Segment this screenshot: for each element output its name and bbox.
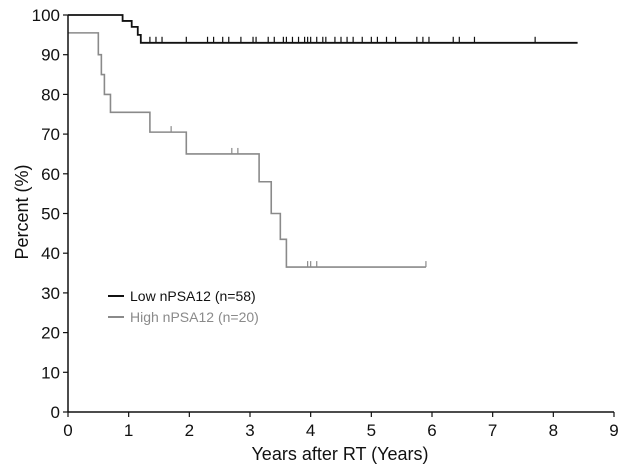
y-tick-label: 30 [41,284,60,303]
y-tick-label: 90 [41,46,60,65]
x-tick-label: 4 [306,421,315,440]
x-tick-label: 3 [245,421,254,440]
x-tick-label: 0 [63,421,72,440]
x-tick-label: 5 [367,421,376,440]
series-line [68,32,426,268]
legend-label-low: Low nPSA12 (n=58) [130,288,256,304]
y-tick-label: 0 [51,403,60,422]
x-axis-ticks: 0 1 2 3 4 5 6 7 8 9 [63,412,619,440]
y-axis-ticks: 0 10 20 30 40 50 60 70 80 90 100 [32,6,68,422]
y-tick-label: 40 [41,244,60,263]
y-tick-label: 20 [41,324,60,343]
series-layer [68,14,578,268]
legend: Low nPSA12 (n=58) High nPSA12 (n=20) [108,288,259,325]
y-tick-label: 50 [41,205,60,224]
y-tick-label: 80 [41,85,60,104]
x-tick-label: 1 [124,421,133,440]
y-tick-label: 60 [41,165,60,184]
x-tick-label: 7 [488,421,497,440]
y-tick-label: 70 [41,125,60,144]
x-tick-label: 6 [427,421,436,440]
x-tick-label: 2 [185,421,194,440]
legend-label-high: High nPSA12 (n=20) [130,309,259,325]
x-tick-label: 8 [549,421,558,440]
series-line [68,14,578,44]
y-tick-label: 100 [32,6,60,25]
x-tick-label: 9 [609,421,618,440]
y-tick-label: 10 [41,363,60,382]
x-axis-title: Years after RT (Years) [251,444,428,464]
y-axis-title: Percent (%) [12,164,32,259]
